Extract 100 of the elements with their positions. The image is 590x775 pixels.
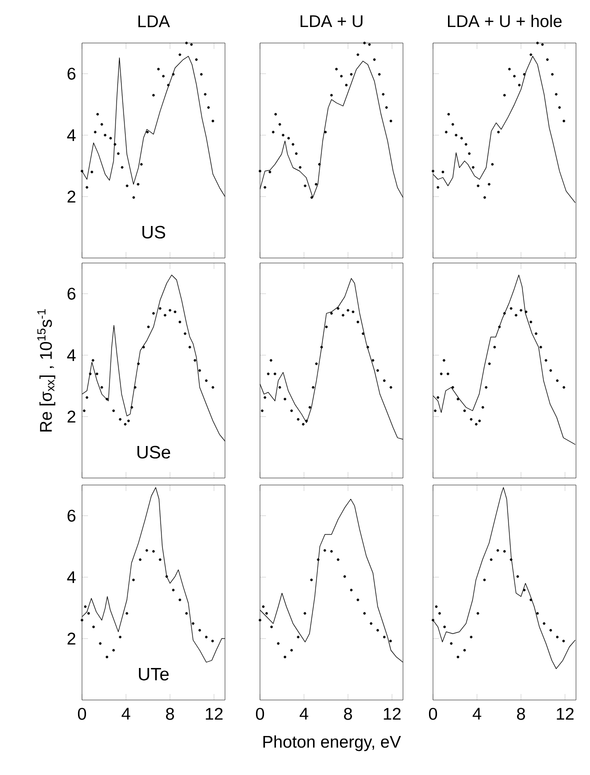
point [86,186,88,189]
chart-title: LDA + U [300,15,362,28]
point [452,123,454,126]
point [178,598,182,602]
point [158,558,162,561]
point [510,558,512,561]
point [140,163,143,166]
point [390,386,392,389]
point [335,68,338,70]
point [94,130,96,134]
point [382,92,385,96]
point [284,656,286,658]
point [80,170,84,172]
y-tick-label: 4 [67,129,76,141]
point [167,84,170,86]
x-tick-label: 4 [472,708,482,720]
point [524,310,528,314]
point [137,362,140,366]
point [315,362,318,366]
y-tick-label: 4 [67,571,76,583]
point [290,648,293,652]
point [192,622,194,625]
point [442,359,446,362]
point [330,550,333,553]
point [270,626,273,628]
point [454,134,458,136]
point [200,73,203,76]
point [336,307,340,310]
point [198,628,201,632]
point [314,182,318,186]
point [544,359,548,362]
point [295,152,298,155]
point [476,612,480,615]
point [312,386,314,389]
point [87,612,90,615]
point [316,558,320,561]
point [446,372,450,376]
point [488,362,491,366]
point [373,58,376,61]
point [530,598,532,602]
point [516,575,520,578]
point [493,346,496,348]
point [523,73,526,76]
point [438,612,441,615]
point [350,588,353,592]
point [296,636,300,638]
point [165,575,168,578]
point [450,642,453,645]
point [483,196,486,199]
point [363,42,366,44]
point [323,549,326,552]
point [310,196,314,199]
point [346,309,350,312]
point [491,163,494,166]
y-axis-title: Re [σ$_{xx}$] , 10$^{15}$s$^{-1}$ [37,309,56,432]
point [536,612,539,615]
point [146,130,149,134]
point [362,332,364,335]
point [194,359,196,362]
point [383,379,386,382]
point [172,588,175,592]
point [468,152,471,155]
y-tick-label: 4 [67,349,76,361]
point [304,184,306,188]
point [204,92,206,96]
y-tick-label: 2 [68,632,76,644]
point [152,312,155,315]
point [142,346,145,348]
point [266,372,270,376]
point [80,618,84,622]
point [152,94,155,97]
point [90,170,94,174]
point [100,123,104,126]
point [282,134,284,136]
x-tick-label: 0 [78,708,86,720]
point [278,123,282,126]
point [390,120,392,122]
point [442,170,444,174]
point [126,184,128,188]
point [158,307,162,310]
point [212,386,214,389]
point [330,94,333,97]
point [96,372,98,376]
annotation: USe [137,446,170,459]
point [270,359,272,362]
point [520,309,522,312]
point [483,578,486,582]
point [118,636,122,638]
point [205,379,208,382]
x-tick-label: 8 [344,708,352,720]
point [530,320,532,324]
point [368,43,371,46]
y-tick-label: 6 [68,288,76,300]
point [389,640,392,642]
point [366,346,370,348]
point [305,420,308,422]
point [284,398,286,400]
point [212,120,214,122]
point [456,656,460,658]
point [440,372,443,376]
